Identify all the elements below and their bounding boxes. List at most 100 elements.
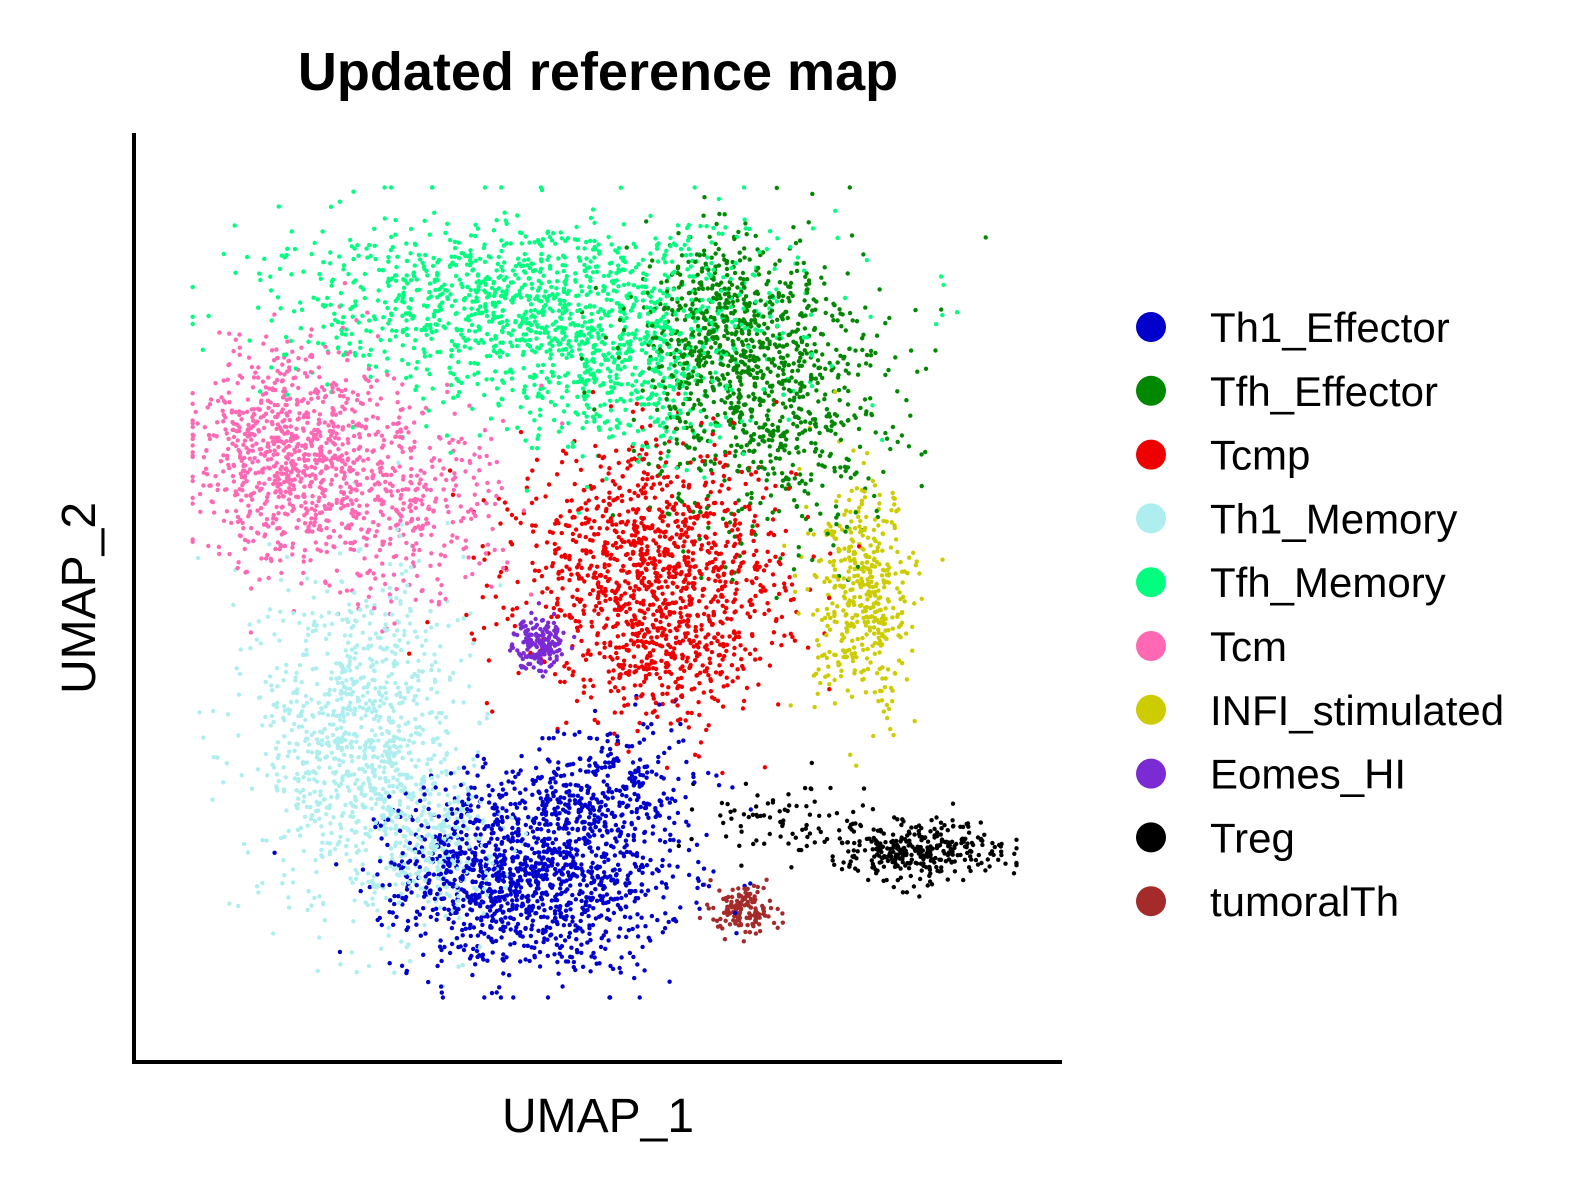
- point-tumoralth: [751, 883, 757, 888]
- point-tfh-memory: [505, 284, 511, 289]
- point-th1-effector: [656, 759, 661, 765]
- point-th1-memory: [401, 825, 406, 830]
- point-th1-effector: [551, 776, 556, 781]
- point-treg: [732, 808, 737, 813]
- point-tcmp: [726, 486, 731, 491]
- point-tfh-effector: [701, 407, 707, 413]
- point-th1-effector: [547, 836, 552, 841]
- point-tcm: [237, 332, 242, 337]
- point-th1-effector: [438, 984, 444, 989]
- point-tcmp: [666, 601, 672, 607]
- point-tcmp: [613, 685, 618, 690]
- point-tfh-effector: [844, 456, 849, 461]
- point-th1-effector: [464, 912, 470, 917]
- point-th1-effector: [508, 875, 513, 881]
- point-tfh-effector: [709, 255, 714, 260]
- point-th1-effector: [603, 760, 608, 765]
- point-th1-effector: [514, 897, 520, 903]
- point-tfh-effector: [819, 275, 824, 280]
- point-th1-memory: [292, 748, 297, 753]
- point-tfh-memory: [584, 256, 589, 261]
- point-tcm: [411, 547, 417, 553]
- point-th1-memory: [413, 717, 418, 722]
- point-tcm: [202, 425, 208, 430]
- point-th1-effector: [535, 899, 540, 904]
- point-th1-effector: [600, 833, 605, 839]
- point-tcm: [393, 507, 399, 513]
- point-tfh-memory: [600, 332, 606, 338]
- point-tfh-memory: [437, 317, 442, 323]
- point-th1-memory: [416, 558, 422, 564]
- point-th1-effector: [492, 911, 497, 916]
- point-tfh-memory: [753, 299, 759, 304]
- point-tcmp: [780, 552, 785, 557]
- point-th1-memory: [426, 850, 432, 855]
- point-tfh-memory: [527, 240, 532, 245]
- point-th1-effector: [624, 934, 629, 940]
- point-tfh-memory: [640, 382, 645, 388]
- point-treg: [803, 826, 808, 831]
- point-th1-effector: [643, 924, 648, 929]
- point-tfh-effector: [780, 293, 786, 299]
- point-tfh-memory: [532, 319, 538, 324]
- point-th1-effector: [463, 943, 468, 948]
- point-tcm: [251, 375, 257, 380]
- point-infi-stimulated: [826, 664, 831, 669]
- point-th1-memory: [305, 632, 311, 637]
- point-th1-memory: [357, 745, 363, 750]
- point-th1-memory: [340, 759, 346, 764]
- point-tfh-memory: [473, 222, 478, 228]
- point-tcm: [414, 541, 419, 546]
- point-tcmp: [764, 486, 769, 491]
- point-th1-effector: [446, 907, 451, 912]
- point-infi-stimulated: [788, 703, 793, 708]
- point-tcm: [272, 312, 277, 317]
- point-tcm: [286, 497, 292, 502]
- point-tcm: [282, 386, 287, 391]
- point-tfh-effector: [744, 232, 749, 237]
- point-tcm: [347, 484, 353, 490]
- point-tcm: [207, 483, 212, 488]
- point-eomes-hi: [536, 601, 542, 606]
- point-tfh-effector: [739, 382, 744, 387]
- point-tfh-memory: [533, 330, 539, 335]
- point-tfh-memory: [341, 267, 346, 272]
- point-th1-effector: [683, 795, 688, 800]
- point-th1-effector: [640, 855, 646, 860]
- point-th1-effector: [593, 887, 598, 892]
- point-th1-effector: [585, 940, 590, 945]
- point-tcm: [261, 438, 266, 443]
- point-th1-memory: [465, 836, 471, 842]
- point-th1-effector: [559, 954, 564, 959]
- point-tcm: [224, 509, 230, 514]
- point-th1-effector: [613, 873, 619, 878]
- point-tfh-memory: [598, 316, 604, 321]
- point-tfh-memory: [582, 320, 588, 325]
- point-tfh-effector: [813, 417, 818, 422]
- point-tfh-memory: [526, 326, 531, 331]
- point-tfh-memory: [880, 437, 885, 443]
- point-tcm: [270, 521, 275, 526]
- point-tcmp: [598, 464, 603, 469]
- point-th1-effector: [568, 883, 573, 888]
- point-tfh-memory: [539, 369, 544, 374]
- point-th1-effector: [508, 801, 513, 807]
- point-th1-memory: [278, 609, 283, 614]
- point-tcm: [404, 540, 409, 546]
- point-tfh-memory: [595, 291, 601, 296]
- point-tcm: [294, 426, 299, 431]
- point-tcmp: [615, 634, 620, 639]
- point-tcm: [241, 526, 246, 531]
- point-tcm: [477, 468, 482, 473]
- point-tfh-memory: [517, 324, 522, 329]
- point-tfh-memory: [522, 251, 527, 257]
- point-th1-memory: [341, 719, 347, 724]
- point-tcm: [190, 424, 195, 430]
- point-th1-effector: [526, 814, 531, 820]
- point-tfh-effector: [674, 437, 679, 442]
- point-th1-effector: [625, 873, 631, 878]
- point-tfh-memory: [388, 234, 394, 240]
- point-tumoralth: [757, 929, 763, 934]
- point-tcm: [319, 510, 325, 515]
- point-th1-effector: [606, 760, 612, 765]
